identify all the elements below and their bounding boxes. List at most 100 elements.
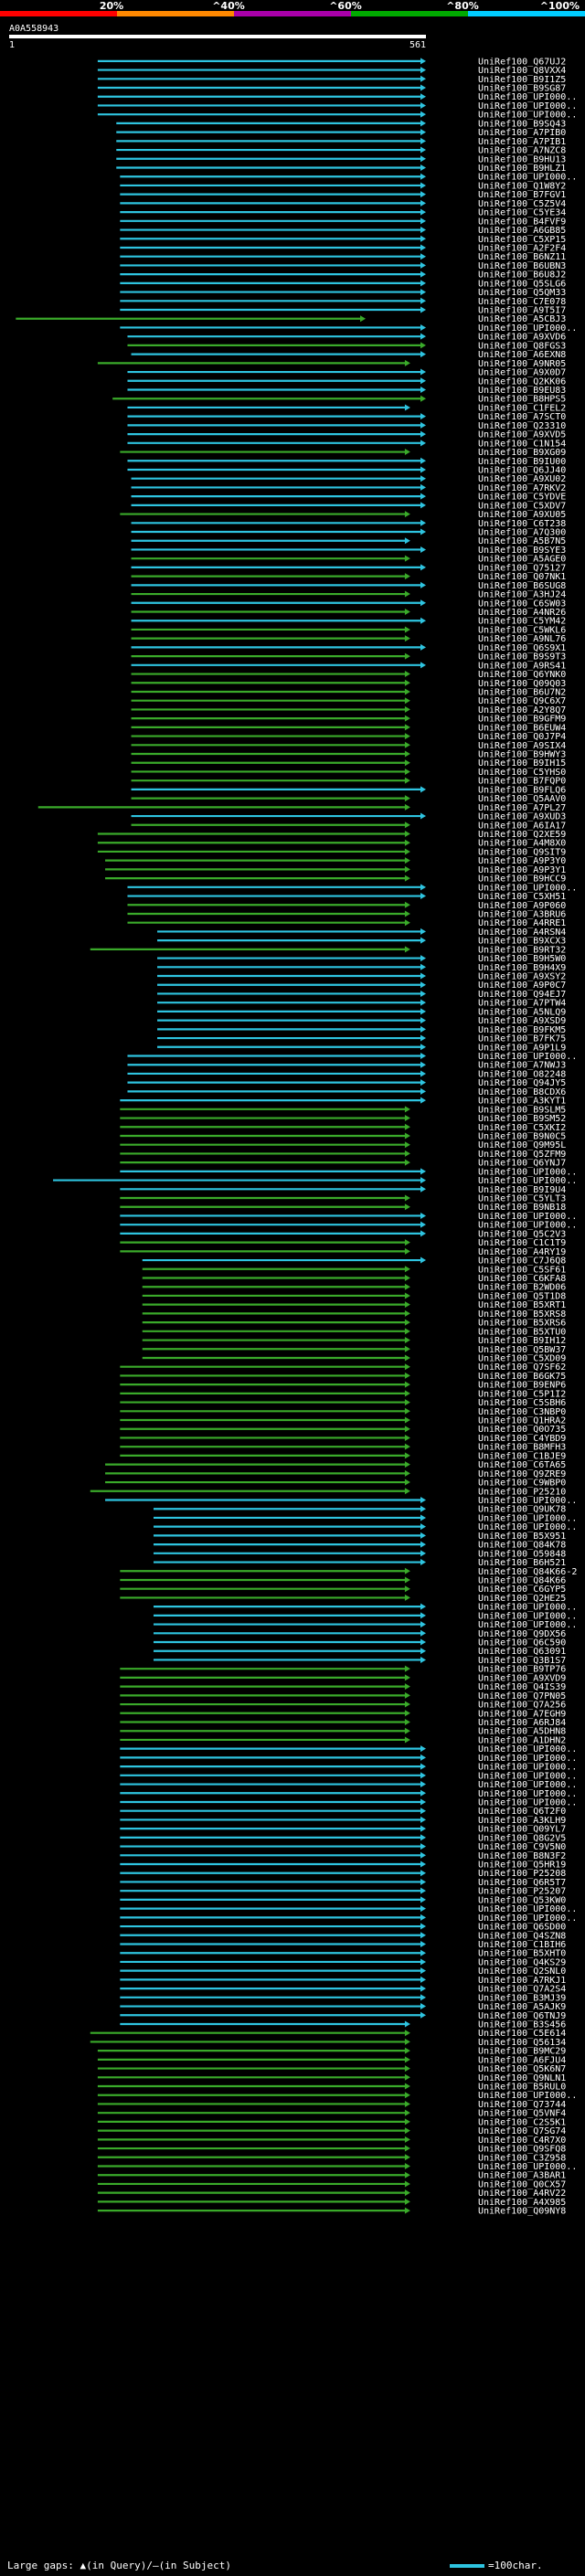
hit-label[interactable]: UniRef100_C1BJE9 bbox=[478, 1451, 566, 1461]
hit-label[interactable]: UniRef100_B3S456 bbox=[478, 2019, 566, 2030]
hit-label[interactable]: UniRef100_UPI000.. bbox=[478, 1603, 577, 1613]
hit-label[interactable]: UniRef100_Q09Q03 bbox=[478, 679, 566, 689]
hit-row[interactable]: UniRef100_C9V5N0 bbox=[120, 1842, 566, 1852]
hit-row[interactable]: UniRef100_UPI000.. bbox=[97, 92, 577, 102]
hit-label[interactable]: UniRef100_Q5HR19 bbox=[478, 1860, 566, 1871]
hit-label[interactable]: UniRef100_B2WD06 bbox=[478, 1283, 566, 1293]
hit-row[interactable]: UniRef100_A3KLH9 bbox=[120, 1816, 566, 1826]
hit-row[interactable]: UniRef100_UPI000.. bbox=[97, 2162, 577, 2172]
hit-row[interactable]: UniRef100_Q1HRA2 bbox=[120, 1416, 566, 1426]
hit-row[interactable]: UniRef100_B9GFM9 bbox=[131, 715, 567, 725]
hit-label[interactable]: UniRef100_A3BAR1 bbox=[478, 2171, 566, 2181]
hit-label[interactable]: UniRef100_UPI000.. bbox=[478, 1904, 577, 1914]
hit-row[interactable]: UniRef100_A7NZC8 bbox=[116, 146, 566, 156]
hit-label[interactable]: UniRef100_Q09NY8 bbox=[478, 2207, 566, 2217]
hit-row[interactable]: UniRef100_Q84K78 bbox=[153, 1541, 566, 1551]
hit-row[interactable]: UniRef100_B5RUL0 bbox=[97, 2083, 566, 2093]
hit-row[interactable]: UniRef100_A4NR26 bbox=[131, 608, 567, 618]
hit-row[interactable]: UniRef100_A2Y8Q7 bbox=[131, 705, 567, 716]
hit-label[interactable]: UniRef100_A3HJ24 bbox=[478, 590, 566, 600]
hit-label[interactable]: UniRef100_C5XH51 bbox=[478, 892, 566, 902]
hit-row[interactable]: UniRef100_C5XP15 bbox=[120, 235, 566, 245]
hit-row[interactable]: UniRef100_C4R7X0 bbox=[97, 2136, 566, 2146]
hit-row[interactable]: UniRef100_C6T238 bbox=[131, 519, 567, 529]
hit-row[interactable]: UniRef100_A9XVD5 bbox=[127, 430, 566, 440]
hit-label[interactable]: UniRef100_B9IU00 bbox=[478, 457, 566, 467]
hit-row[interactable]: UniRef100_Q84K66 bbox=[120, 1575, 566, 1585]
hit-label[interactable]: UniRef100_C5YDVE bbox=[478, 493, 566, 503]
hit-row[interactable]: UniRef100_B9SLM5 bbox=[120, 1105, 566, 1115]
hit-row[interactable]: UniRef100_A6FJU4 bbox=[97, 2055, 566, 2065]
hit-row[interactable]: UniRef100_Q7A2S4 bbox=[120, 1985, 566, 1995]
hit-label[interactable]: UniRef100_A6IA17 bbox=[478, 821, 566, 831]
hit-label[interactable]: UniRef100_A5CBJ3 bbox=[478, 314, 566, 324]
hit-label[interactable]: UniRef100_Q7PN05 bbox=[478, 1691, 566, 1701]
hit-label[interactable]: UniRef100_B9SG87 bbox=[478, 84, 566, 94]
hit-row[interactable]: UniRef100_UPI000.. bbox=[120, 1212, 577, 1222]
hit-row[interactable]: UniRef100_Q6SD00 bbox=[120, 1923, 566, 1933]
hit-row[interactable]: UniRef100_A6GB85 bbox=[120, 226, 566, 236]
hit-label[interactable]: UniRef100_C5XKI2 bbox=[478, 1123, 566, 1133]
hit-label[interactable]: UniRef100_A6FJU4 bbox=[478, 2055, 566, 2065]
hit-row[interactable]: UniRef100_Q07NK1 bbox=[131, 572, 567, 582]
hit-row[interactable]: UniRef100_B5XRS8 bbox=[142, 1309, 567, 1320]
hit-row[interactable]: UniRef100_A7SCT0 bbox=[127, 412, 566, 422]
hit-row[interactable]: UniRef100_B9MC29 bbox=[97, 2047, 566, 2057]
hit-label[interactable]: UniRef100_Q9ZRE9 bbox=[478, 1469, 566, 1479]
hit-row[interactable]: UniRef100_A5AGE0 bbox=[131, 555, 567, 565]
hit-row[interactable]: UniRef100_Q0CX57 bbox=[97, 2179, 566, 2189]
hit-label[interactable]: UniRef100_B6NZ11 bbox=[478, 252, 566, 262]
hit-label[interactable]: UniRef100_Q9DX56 bbox=[478, 1629, 566, 1639]
hit-label[interactable]: UniRef100_UPI000.. bbox=[478, 1797, 577, 1807]
hit-row[interactable]: UniRef100_A9NR05 bbox=[97, 359, 566, 369]
hit-row[interactable]: UniRef100_Q2HE25 bbox=[120, 1594, 566, 1604]
hit-label[interactable]: UniRef100_B9SLM5 bbox=[478, 1105, 566, 1115]
hit-row[interactable]: UniRef100_B9TP76 bbox=[120, 1665, 566, 1675]
hit-label[interactable]: UniRef100_Q4IS39 bbox=[478, 1682, 566, 1692]
hit-row[interactable]: UniRef100_B2WD06 bbox=[142, 1283, 567, 1293]
hit-row[interactable]: UniRef100_Q6JJ40 bbox=[127, 465, 566, 475]
hit-label[interactable]: UniRef100_A5AJK9 bbox=[478, 2002, 566, 2012]
hit-label[interactable]: UniRef100_C5WKL6 bbox=[478, 625, 566, 635]
hit-row[interactable]: UniRef100_UPI000.. bbox=[153, 1603, 577, 1613]
hit-label[interactable]: UniRef100_UPI000.. bbox=[478, 1620, 577, 1630]
hit-row[interactable]: UniRef100_C3NBP0 bbox=[120, 1407, 566, 1417]
hit-row[interactable]: UniRef100_UPI000.. bbox=[153, 1522, 577, 1532]
hit-label[interactable]: UniRef100_Q3B1S7 bbox=[478, 1656, 566, 1666]
hit-row[interactable]: UniRef100_A4RV22 bbox=[97, 2189, 566, 2199]
hit-label[interactable]: UniRef100_A4X985 bbox=[478, 2198, 566, 2208]
hit-label[interactable]: UniRef100_A9XSY2 bbox=[478, 972, 566, 982]
hit-row[interactable]: UniRef100_B6SUG8 bbox=[131, 581, 567, 591]
hit-row[interactable]: UniRef100_B9SYE3 bbox=[131, 546, 567, 556]
hit-row[interactable]: UniRef100_C5YE34 bbox=[120, 208, 566, 218]
hit-row[interactable]: UniRef100_C5YM42 bbox=[131, 617, 567, 627]
hit-row[interactable]: UniRef100_UPI000.. bbox=[120, 1744, 577, 1754]
hit-label[interactable]: UniRef100_Q5C2V3 bbox=[478, 1229, 566, 1239]
hit-row[interactable]: UniRef100_UPI000.. bbox=[153, 1611, 577, 1621]
hit-label[interactable]: UniRef100_B9I9U4 bbox=[478, 1185, 566, 1195]
hit-label[interactable]: UniRef100_Q53KW0 bbox=[478, 1895, 566, 1905]
hit-row[interactable]: UniRef100_A9P0C7 bbox=[157, 981, 566, 991]
hit-row[interactable]: UniRef100_A7RKV2 bbox=[131, 483, 567, 493]
hit-label[interactable]: UniRef100_O82248 bbox=[478, 1069, 566, 1079]
hit-label[interactable]: UniRef100_A7PTW4 bbox=[478, 999, 566, 1009]
hit-row[interactable]: UniRef100_B9HLZ1 bbox=[116, 164, 566, 174]
hit-row[interactable]: UniRef100_Q5C2V3 bbox=[120, 1229, 566, 1239]
hit-row[interactable]: UniRef100_A7PL27 bbox=[37, 803, 567, 813]
hit-label[interactable]: UniRef100_B9SM52 bbox=[478, 1114, 566, 1124]
hit-row[interactable]: UniRef100_A6RJ84 bbox=[120, 1718, 566, 1728]
hit-row[interactable]: UniRef100_B5XHT0 bbox=[120, 1949, 566, 1959]
hit-label[interactable]: UniRef100_Q56134 bbox=[478, 2038, 566, 2048]
hit-label[interactable]: UniRef100_UPI000.. bbox=[478, 1763, 577, 1773]
hit-row[interactable]: UniRef100_A7RKJ1 bbox=[120, 1976, 566, 1986]
hit-label[interactable]: UniRef100_A5B7N5 bbox=[478, 536, 566, 546]
hit-row[interactable]: UniRef100_C1BIH6 bbox=[120, 1940, 566, 1950]
hit-row[interactable]: UniRef100_Q09Q03 bbox=[131, 679, 567, 689]
hit-label[interactable]: UniRef100_B9HWY3 bbox=[478, 750, 566, 760]
hit-label[interactable]: UniRef100_Q4KS29 bbox=[478, 1957, 566, 1967]
hit-label[interactable]: UniRef100_A4RV22 bbox=[478, 2189, 566, 2199]
hit-label[interactable]: UniRef100_A7EGH9 bbox=[478, 1709, 566, 1719]
hit-label[interactable]: UniRef100_UPI000.. bbox=[478, 101, 577, 111]
hit-label[interactable]: UniRef100_C6KFA8 bbox=[478, 1274, 566, 1284]
hit-label[interactable]: UniRef100_UPI000.. bbox=[478, 883, 577, 893]
